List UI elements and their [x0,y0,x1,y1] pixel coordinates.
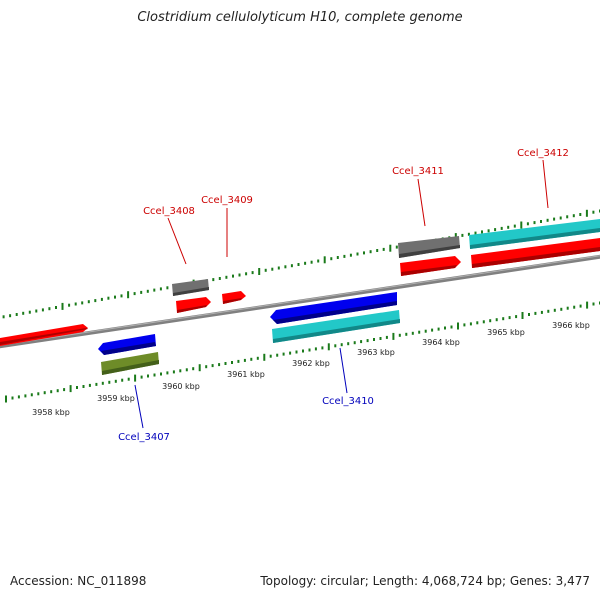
gene-label-ccel-3411[interactable]: Ccel_3411 [392,166,444,177]
gene-label-ccel-3409[interactable]: Ccel_3409 [201,195,253,206]
scale-label: 3964 kbp [422,338,460,347]
gene-label-ccel-3412[interactable]: Ccel_3412 [517,148,569,159]
gene-label-ccel-3408[interactable]: Ccel_3408 [143,206,195,217]
leader-ccel-3407 [134,384,144,429]
cds-feature-ccel-3412-red[interactable] [471,238,600,268]
accession-text: Accession: NC_011898 [10,574,147,588]
genome-backbone-highlight [0,255,600,346]
gene-label-ccel-3410[interactable]: Ccel_3410 [322,396,374,407]
scale-label: 3963 kbp [357,348,395,357]
leader-ccel-3411 [417,178,426,227]
genome-backbone [0,254,600,349]
gene-label-ccel-3407[interactable]: Ccel_3407 [118,432,170,443]
leader-ccel-3410 [339,347,348,394]
scale-label: 3966 kbp [552,321,590,330]
cds-feature-left-red[interactable] [0,324,88,346]
cds-feature-ccel-3412-cyan[interactable] [469,219,600,249]
leader-ccel-3412 [542,159,549,209]
scale-ticks-outer [2,209,600,319]
leader-ccel-3408 [167,217,187,265]
cds-feature-ccel-3408-red[interactable] [176,297,211,313]
cds-feature-ccel-3407-olive[interactable] [101,352,159,375]
cds-feature-ccel-3410-blue[interactable] [270,292,397,324]
cds-feature-ccel-3411-gray[interactable] [398,236,460,258]
cds-feature-ccel-3410-cyan[interactable] [272,310,400,343]
scale-ticks-inner [5,301,600,403]
scale-label: 3965 kbp [487,328,525,337]
scale-label: 3959 kbp [97,394,135,403]
cds-feature-ccel-3408-gray[interactable] [172,279,209,296]
scale-label: 3960 kbp [162,382,200,391]
scale-label: 3958 kbp [32,408,70,417]
genome-stats-text: Topology: circular; Length: 4,068,724 bp… [260,574,590,588]
map-title: Clostridium cellulolyticum H10, complete… [137,10,463,25]
cds-feature-ccel-3409[interactable] [222,291,246,304]
scale-label: 3962 kbp [292,359,330,368]
cds-feature-ccel-3407-blue[interactable] [98,334,156,355]
scale-label: 3961 kbp [227,370,265,379]
cds-feature-ccel-3411-red[interactable] [400,256,461,276]
